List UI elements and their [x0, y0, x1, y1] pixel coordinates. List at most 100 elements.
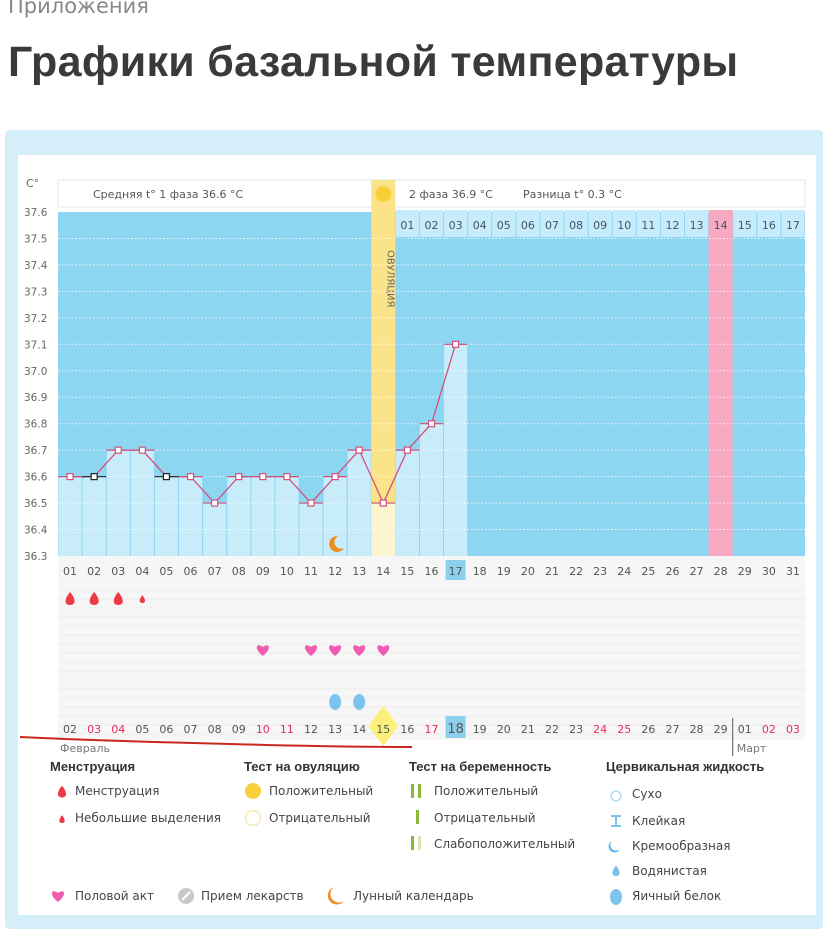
x-tick-label: 02 [87, 565, 101, 578]
calendar-date: 11 [280, 723, 294, 736]
phase-header [57, 179, 806, 208]
cycle-day-cell [636, 210, 660, 237]
calendar-date: 02 [63, 723, 77, 736]
x-tick-label: 18 [473, 565, 487, 578]
intercourse-icon [377, 645, 390, 656]
x-tick-label: 04 [135, 565, 149, 578]
red-annotation-line [19, 736, 413, 748]
cycle-day-label: 12 [665, 219, 679, 232]
menstruation-icon [65, 592, 75, 605]
calendar-date: 25 [617, 723, 631, 736]
x-tick-label: 08 [232, 565, 246, 578]
y-tick-label: 37.0 [24, 366, 47, 378]
calendar-date: 12 [304, 723, 318, 736]
x-tick-label: 14 [376, 565, 390, 578]
legend-creamy-icon [608, 841, 620, 853]
breadcrumb[interactable]: Приложения [8, 0, 149, 18]
calendar-date: 19 [473, 723, 487, 736]
temperature-point [235, 473, 243, 481]
events-area [58, 556, 805, 740]
cycle-day-label: 11 [641, 219, 655, 232]
temperature-bar [58, 476, 82, 556]
egg-white-icon [353, 694, 366, 710]
temperature-point [283, 473, 291, 481]
legend-cervical-eggwhite: Яичный белок [632, 889, 722, 903]
calendar-date: 22 [545, 723, 559, 736]
temperature-bar [227, 476, 251, 556]
cycle-day-cell [781, 210, 805, 237]
temperature-point [211, 499, 219, 507]
y-tick-label: 36.9 [24, 392, 47, 404]
legend-preg-negative: Отрицательный [434, 811, 536, 825]
cycle-day-cell [444, 210, 468, 237]
phase1-average: Средняя t° 1 фаза 36.6 °C [93, 188, 243, 201]
legend-heading-cervical: Цервикальная жидкость [606, 759, 765, 774]
cycle-day-label: 17 [786, 219, 800, 232]
cycle-day-cell [660, 210, 685, 237]
x-tick-label: 09 [256, 565, 270, 578]
temperature-difference: Разница t° 0.3 °C [523, 188, 622, 201]
cycle-day-label: 07 [545, 219, 559, 232]
y-tick-label: 37.1 [24, 339, 47, 351]
legend-dry-icon [610, 790, 622, 802]
page-title: Графики базальной температуры [8, 38, 739, 86]
calendar-today-highlight [445, 716, 466, 738]
y-tick-label: 37.4 [24, 260, 48, 272]
temperature-point [307, 499, 315, 507]
calendar-date: 09 [232, 723, 246, 736]
cycle-day-label: 02 [425, 219, 439, 232]
legend-cervical-creamy: Кремообразная [632, 839, 731, 853]
y-tick-label: 36.3 [24, 551, 47, 563]
calendar-date: 23 [569, 723, 583, 736]
cycle-day-cell [733, 210, 757, 237]
x-tick-label: 28 [714, 565, 728, 578]
temperature-point [355, 446, 363, 454]
x-tick-label: 16 [425, 565, 439, 578]
x-tick-label: 13 [352, 565, 366, 578]
x-tick-label: 03 [111, 565, 125, 578]
cycle-day-cell [685, 210, 709, 237]
calendar-date: 15 [376, 723, 390, 736]
x-tick-label: 29 [738, 565, 752, 578]
calendar-date: 18 [447, 722, 464, 737]
calendar-date: 29 [714, 723, 728, 736]
legend-moon-icon [327, 887, 344, 905]
x-tick-label: 24 [617, 565, 631, 578]
temperature-point [66, 473, 74, 481]
temperature-point [259, 473, 267, 481]
cycle-day-label: 03 [449, 219, 463, 232]
ovulation-date-marker [368, 706, 399, 746]
legend-ov-positive-icon [245, 783, 261, 799]
cycle-day-label: 14 [714, 219, 728, 232]
legend-cervical-sticky: Клейкая [632, 814, 686, 828]
legend-preg-positive-icon [418, 784, 421, 798]
temperature-bar [82, 476, 106, 556]
calendar-date: 03 [87, 723, 101, 736]
calendar-date: 24 [593, 723, 607, 736]
calendar-date: 10 [256, 723, 270, 736]
cycle-day-label: 10 [617, 219, 631, 232]
egg-white-icon [329, 694, 342, 710]
calendar-date: 08 [208, 723, 222, 736]
legend-medication: Прием лекарств [201, 889, 304, 903]
calendar-date: 03 [786, 723, 800, 736]
temperature-point [162, 473, 171, 481]
cycle-day-cell [757, 210, 781, 237]
cycle-day-cell [588, 210, 612, 237]
menstruation-icon [89, 592, 99, 605]
cycle-day-label: 01 [400, 219, 414, 232]
calendar-date: 13 [328, 723, 342, 736]
legend-moon: Лунный календарь [353, 889, 474, 903]
spotting-icon [139, 595, 146, 603]
x-tick-label: 23 [593, 565, 607, 578]
legend-medication-icon [181, 891, 191, 901]
calendar-date: 26 [641, 723, 655, 736]
calendar-date: 28 [690, 723, 704, 736]
temperature-bar [178, 476, 203, 556]
x-tick-label: 27 [690, 565, 704, 578]
cycle-day-label: 08 [569, 219, 583, 232]
legend-cervical-dry: Сухо [632, 787, 662, 801]
highlight-column [708, 210, 733, 556]
cycle-day-cell [564, 210, 588, 237]
